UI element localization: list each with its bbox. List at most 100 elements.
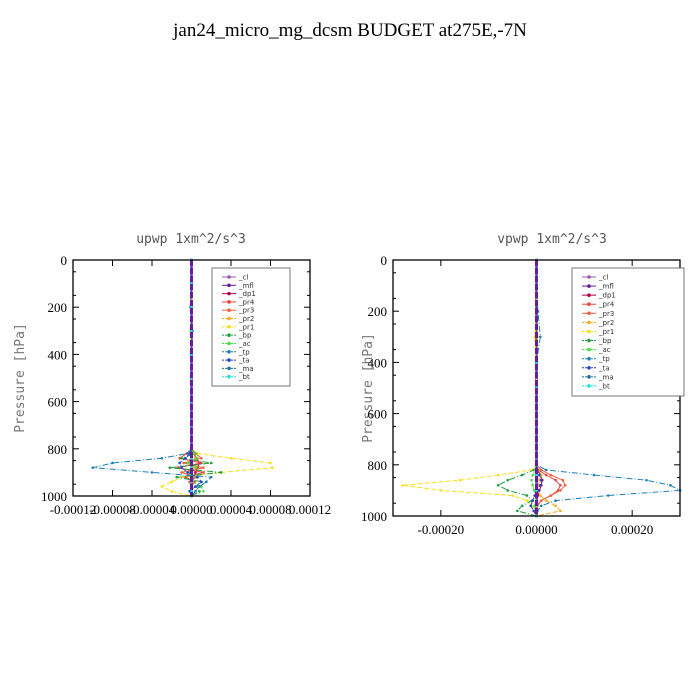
legend-marker (587, 329, 591, 334)
data-point (229, 456, 233, 460)
data-point (531, 473, 534, 477)
legend-marker (587, 338, 591, 343)
data-point (200, 480, 203, 484)
data-point (525, 494, 529, 497)
data-point (539, 504, 543, 508)
x-tick-label: 0.00004 (210, 502, 253, 517)
data-point (190, 329, 193, 333)
data-point (160, 456, 164, 460)
data-point (539, 468, 543, 472)
data-point (150, 471, 154, 474)
data-point (496, 473, 500, 477)
data-point (209, 461, 213, 465)
data-point (198, 485, 201, 488)
data-point (194, 471, 197, 474)
data-point (111, 461, 114, 465)
data-point (182, 461, 185, 465)
data-point (160, 485, 164, 488)
x-tick-label: 0.00008 (249, 502, 291, 517)
legend-label: _cl (598, 274, 608, 282)
data-point (188, 489, 191, 493)
data-point (193, 466, 196, 469)
legend-label: _cl (238, 274, 248, 282)
legend-marker (587, 384, 591, 388)
data-point (532, 509, 535, 513)
y-tick-label: 200 (368, 304, 388, 319)
data-point (193, 480, 196, 484)
data-point (549, 494, 553, 497)
data-point (180, 471, 183, 474)
legend-marker (587, 375, 591, 379)
data-point (200, 461, 203, 465)
x-tick-label: 0.00000 (515, 522, 557, 537)
data-point (669, 483, 672, 487)
data-point (194, 485, 197, 488)
legend-marker (227, 341, 231, 346)
data-point (205, 480, 208, 484)
data-point (194, 489, 197, 493)
legend-label: _bt (598, 382, 610, 390)
legend-label: _ac (238, 340, 251, 348)
legend-label: _pr3 (598, 310, 614, 318)
data-point (535, 473, 538, 477)
legend-label: _pr4 (598, 301, 615, 309)
legend-marker (587, 365, 591, 370)
chart-panel-1: upwp 1xm^2/s^3 Pressure [hPa] 0 200 400 600 80… (13, 232, 331, 517)
data-point (178, 456, 181, 460)
legend-label: _pr1 (598, 328, 614, 336)
data-point (458, 478, 462, 482)
legend-label: _pr1 (238, 323, 254, 331)
data-point (269, 461, 272, 465)
data-point (539, 494, 542, 497)
x-tick-label: -0.00004 (129, 502, 176, 517)
data-point (271, 466, 274, 469)
legend-label: _bp (238, 332, 252, 340)
legend-label: _mfl (598, 283, 614, 291)
y-axis-label: Pressure [hPa] (13, 323, 28, 433)
figure-title: jan24_micro_mg_dcsm BUDGET at275E,-7N (173, 20, 527, 41)
legend-marker (227, 366, 231, 371)
data-point (186, 461, 189, 465)
legend-marker (227, 325, 231, 329)
data-point (178, 461, 181, 465)
data-point (209, 475, 213, 479)
data-point (511, 494, 514, 497)
data-point (91, 466, 95, 469)
legend-marker (587, 356, 591, 361)
x-tick-label: 0.00012 (289, 502, 331, 517)
data-point (170, 489, 174, 493)
legend-label: _tp (238, 348, 250, 356)
legend-label: _pr4 (238, 298, 255, 306)
y-tick-label: 0 (381, 253, 388, 268)
data-point (401, 483, 404, 487)
x-tick-label: -0.00012 (50, 502, 97, 517)
data-point (196, 475, 199, 479)
legend-marker (587, 284, 591, 288)
legend-marker (587, 320, 591, 325)
data-point (592, 473, 596, 477)
legend-marker (587, 347, 591, 352)
legend-marker (587, 275, 591, 279)
data-point (202, 466, 205, 469)
y-tick-label: 400 (368, 355, 388, 370)
data-point (539, 335, 542, 339)
legend-marker (587, 311, 591, 316)
data-point (520, 473, 524, 477)
data-point (554, 478, 557, 482)
data-point (525, 499, 529, 502)
x-tick-label: 0.00000 (170, 502, 212, 517)
data-point (496, 483, 500, 487)
data-point (196, 456, 199, 460)
y-tick-label: 800 (368, 458, 388, 473)
legend: _cl_mfl_dp1_pr4_pr3_pr2_pr1_bp_ac_tp_ta_… (211, 267, 291, 387)
data-point (186, 471, 189, 474)
data-point (538, 478, 541, 482)
y-tick-label: 1000 (361, 509, 387, 524)
data-point (559, 483, 562, 487)
data-point (219, 471, 223, 474)
legend-marker (227, 333, 231, 337)
data-point (549, 473, 553, 477)
legend-marker (227, 308, 231, 313)
y-tick-label: 0 (61, 253, 68, 268)
